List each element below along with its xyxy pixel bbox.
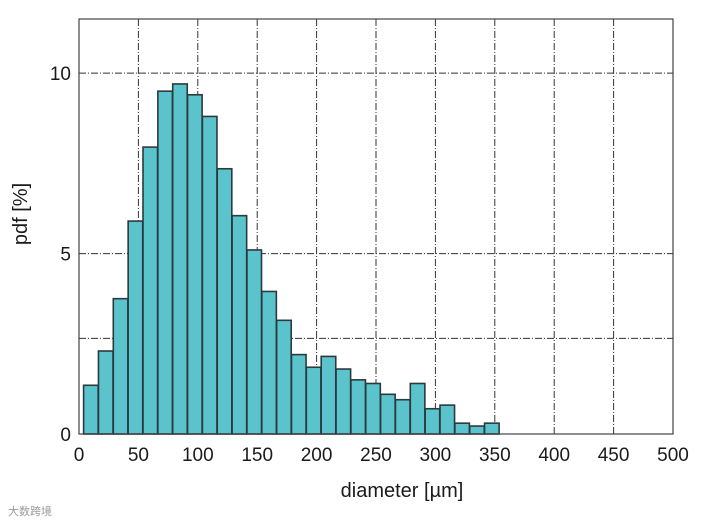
- histogram-bar: [379, 393, 396, 435]
- watermark-text: 大数跨境: [8, 506, 52, 518]
- histogram-bar: [186, 93, 203, 435]
- y-tick-label: 10: [50, 64, 71, 85]
- histogram-bar: [171, 83, 189, 435]
- histogram-bar: [97, 350, 114, 435]
- histogram-bar: [468, 425, 486, 435]
- histogram-bar: [216, 167, 233, 435]
- x-tick-label: 400: [538, 445, 570, 466]
- x-tick-label: 50: [128, 445, 149, 466]
- y-tick-labels: 0 5 10: [50, 64, 71, 446]
- histogram-bar: [261, 290, 278, 435]
- histogram-bar: [424, 407, 441, 435]
- histogram-bar: [246, 249, 263, 435]
- y-axis-label: pdf [%]: [10, 183, 32, 245]
- histogram-bar: [112, 297, 129, 435]
- histogram-bar: [142, 146, 159, 435]
- histogram-bar: [454, 422, 471, 435]
- histogram-bar: [231, 214, 248, 435]
- x-tick-label: 150: [241, 445, 273, 466]
- x-tick-label: 100: [182, 445, 214, 466]
- x-axis-label: diameter [µm]: [341, 480, 464, 502]
- plot-frame: [78, 18, 674, 435]
- x-tick-label: 500: [657, 445, 689, 466]
- histogram-bar: [127, 220, 144, 435]
- histogram-bar: [157, 90, 174, 435]
- x-tick-label: 200: [301, 445, 333, 466]
- histogram-bar: [439, 404, 456, 435]
- histogram-bar: [305, 366, 322, 435]
- histogram-bar: [335, 368, 352, 435]
- x-tick-label: 450: [598, 445, 630, 466]
- x-tick-label: 0: [74, 445, 85, 466]
- bars: [82, 83, 500, 435]
- x-tick-labels: 0 50 100 150 200 250 300 350 400 450 500: [74, 445, 689, 466]
- histogram-bar: [320, 355, 337, 435]
- histogram-bar: [290, 353, 307, 435]
- histogram-bar: [350, 379, 367, 435]
- y-tick-label: 5: [60, 245, 71, 266]
- y-tick-label: 0: [60, 425, 71, 446]
- histogram-bar: [82, 384, 99, 435]
- histogram-bar: [201, 115, 218, 435]
- histogram-bar: [483, 422, 500, 435]
- histogram-bar: [364, 382, 382, 435]
- histogram-bar: [409, 382, 426, 435]
- x-tick-label: 250: [360, 445, 392, 466]
- histogram-bar: [394, 398, 411, 435]
- x-tick-label: 350: [479, 445, 511, 466]
- histogram-bar: [275, 319, 293, 435]
- x-tick-label: 300: [420, 445, 452, 466]
